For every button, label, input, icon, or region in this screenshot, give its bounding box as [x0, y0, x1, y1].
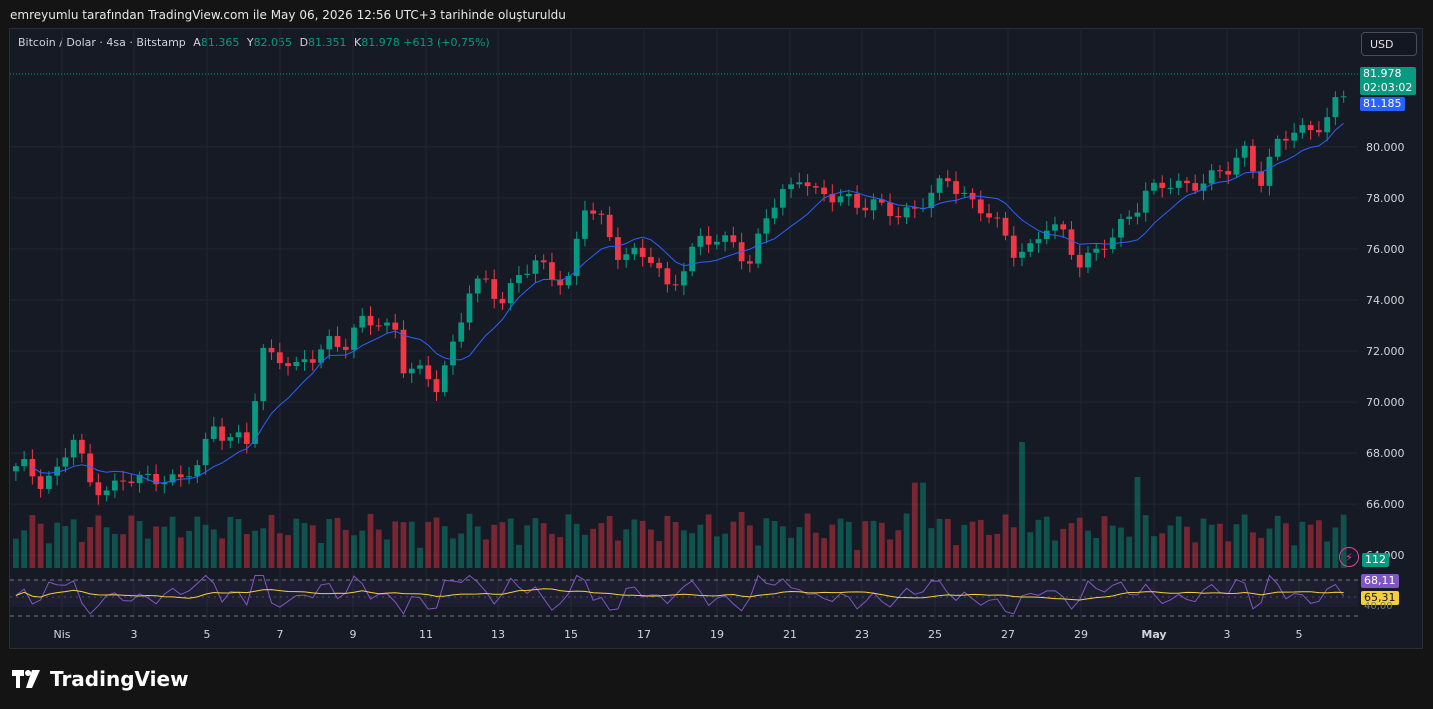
rsi-value-tag: 68,11	[1361, 574, 1399, 588]
close-value: 81.978	[361, 36, 400, 49]
close-label: K	[354, 36, 362, 49]
brand-name: TradingView	[50, 667, 189, 691]
change-value: +613 (+0,75%)	[403, 36, 490, 49]
chart-frame[interactable]	[9, 28, 1423, 649]
open-value: 81.365	[200, 36, 240, 49]
symbol-name: Bitcoin / Dolar · 4sa · Bitstamp	[18, 36, 186, 49]
high-label: Y	[246, 36, 254, 49]
chart-caption: emreyumlu tarafından TradingView.com ile…	[10, 8, 566, 22]
symbol-legend: Bitcoin / Dolar · 4sa · Bitstamp A81.365…	[18, 36, 490, 49]
last-price-value: 81.978	[1363, 67, 1402, 80]
moving-average-tag: 81.185	[1360, 97, 1405, 111]
last-price-tag: 81.978 02:03:02	[1360, 67, 1416, 95]
tradingview-logo[interactable]: TradingView	[12, 667, 189, 691]
rsi-ma-tag: 65,31	[1361, 591, 1399, 605]
tradingview-logo-icon	[12, 670, 40, 688]
high-value: 82.055	[253, 36, 293, 49]
low-value: 81.351	[308, 36, 347, 49]
bar-countdown: 02:03:02	[1363, 81, 1413, 94]
volume-tag: 112	[1362, 553, 1389, 567]
low-label: D	[299, 36, 309, 49]
open-label: A	[193, 36, 201, 49]
rsi-level-label: 40,00	[1364, 601, 1393, 612]
currency-button[interactable]: USD	[1361, 32, 1417, 56]
lightning-icon[interactable]: ⚡	[1339, 547, 1359, 567]
